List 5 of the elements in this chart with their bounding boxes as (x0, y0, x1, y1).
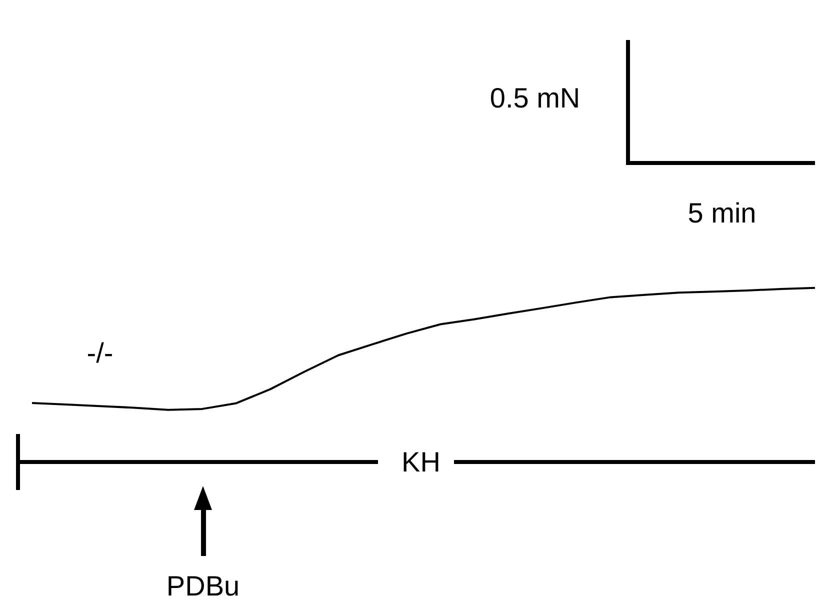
text: 5 min (688, 198, 756, 229)
text: 0.5 mN (490, 82, 580, 114)
annotation: -/- (86, 338, 114, 369)
text: KH (402, 446, 440, 478)
text: PDBu (166, 570, 240, 602)
